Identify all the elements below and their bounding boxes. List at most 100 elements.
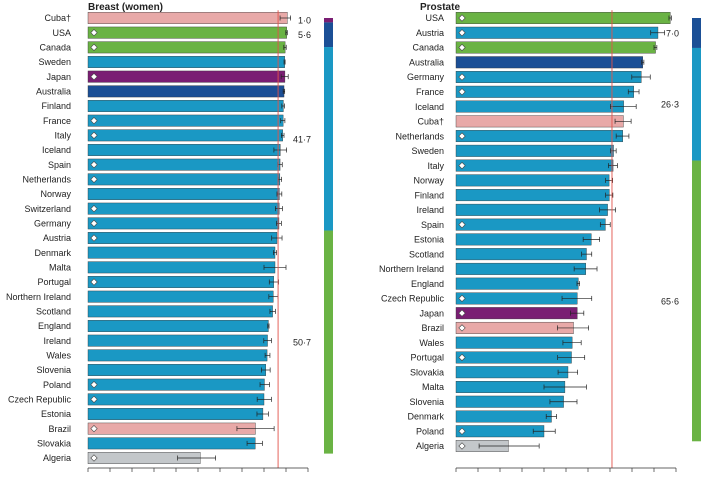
diamond-marker xyxy=(458,132,466,140)
category-label: Austria xyxy=(43,233,71,243)
category-label: Portugal xyxy=(37,277,71,287)
legend-segment xyxy=(324,18,333,23)
diamond-marker xyxy=(458,88,466,96)
bar-row: Malta xyxy=(49,261,287,274)
bar xyxy=(87,41,286,54)
category-label: Slovenia xyxy=(409,397,444,407)
category-label: Germany xyxy=(407,72,445,82)
bar xyxy=(455,41,656,54)
category-label: England xyxy=(411,279,444,289)
bar xyxy=(455,233,592,246)
category-label: Scotland xyxy=(409,249,444,259)
diamond-marker xyxy=(90,219,98,227)
category-label: Denmark xyxy=(34,248,71,258)
category-label: Northern Ireland xyxy=(379,264,444,274)
diamond-marker xyxy=(90,395,98,403)
bar xyxy=(87,349,268,362)
category-label: France xyxy=(416,87,444,97)
bar-row: England xyxy=(411,277,580,290)
category-label: Algeria xyxy=(43,453,71,463)
category-label: Australia xyxy=(36,87,71,97)
bar-row: Scotland xyxy=(409,248,593,261)
bar xyxy=(87,408,264,420)
bar-row: Brazil xyxy=(421,321,590,334)
bar-row: Finland xyxy=(41,100,285,112)
category-label: Ireland xyxy=(43,336,71,346)
category-label: Algeria xyxy=(416,441,444,451)
bar xyxy=(87,378,265,391)
bar xyxy=(87,246,276,259)
legend-segment-label: 7·0 xyxy=(666,28,679,38)
bar-row: Netherlands xyxy=(22,173,282,186)
category-label: Brazil xyxy=(421,323,444,333)
category-label: Cuba† xyxy=(44,13,71,23)
diamond-marker xyxy=(90,73,98,81)
bar-row: Denmark xyxy=(407,410,557,423)
bar xyxy=(455,218,606,231)
bar-row: Finland xyxy=(414,189,614,202)
category-label: Japan xyxy=(419,308,444,318)
bar-row: Austria xyxy=(43,232,283,244)
bar xyxy=(455,26,659,39)
bar xyxy=(87,129,283,142)
bar xyxy=(455,56,643,69)
bar-row: Canada xyxy=(412,41,658,54)
legend-segment xyxy=(324,22,333,48)
diamond-marker xyxy=(458,161,466,170)
bar-row: Cuba† xyxy=(417,115,632,128)
category-label: Estonia xyxy=(414,235,444,245)
bar-row: France xyxy=(416,85,640,98)
bar xyxy=(455,410,552,423)
bar xyxy=(455,277,579,290)
bar-row: France xyxy=(43,114,286,127)
diamond-marker xyxy=(90,381,98,389)
diamond-marker xyxy=(90,29,98,37)
diamond-marker xyxy=(90,43,98,51)
bar xyxy=(87,100,284,112)
bar xyxy=(455,262,587,275)
category-label: Scotland xyxy=(36,307,71,317)
category-label: Slovenia xyxy=(36,365,71,375)
bar-row: Northern Ireland xyxy=(379,262,598,275)
bar xyxy=(455,12,671,24)
bar xyxy=(455,100,624,113)
bar-row: Wales xyxy=(46,349,271,362)
bar-row: Italy xyxy=(54,129,285,142)
bar-row: Sweden xyxy=(411,144,617,157)
bar-row: Germany xyxy=(407,71,651,83)
bar xyxy=(455,71,642,83)
bar xyxy=(87,12,288,24)
bar-row: Ireland xyxy=(43,334,272,347)
bar-row: Iceland xyxy=(42,144,288,156)
bar-row: Poland xyxy=(43,378,270,391)
bar-row: Brazil xyxy=(48,422,275,435)
bar xyxy=(87,188,280,200)
category-label: Sweden xyxy=(38,57,71,67)
category-label: USA xyxy=(425,13,444,23)
category-label: USA xyxy=(52,28,71,38)
diamond-marker xyxy=(90,425,98,433)
diamond-marker xyxy=(458,427,466,435)
bar xyxy=(455,321,574,334)
bar xyxy=(455,115,624,128)
diamond-marker xyxy=(458,73,466,81)
bar xyxy=(455,336,573,349)
category-label: Czech Republic xyxy=(8,395,72,405)
diamond-marker xyxy=(458,353,466,362)
diamond-marker xyxy=(90,234,98,242)
category-label: Poland xyxy=(43,380,71,390)
bar xyxy=(455,189,610,202)
bar xyxy=(455,130,623,143)
bar-row: Estonia xyxy=(414,233,601,246)
bar xyxy=(455,351,572,364)
breast-title: Breast (women) xyxy=(88,2,163,13)
bar-row: Slovenia xyxy=(36,364,271,376)
diamond-marker xyxy=(90,175,98,183)
bar xyxy=(87,422,256,435)
category-label: Japan xyxy=(46,72,71,82)
bar xyxy=(87,305,273,318)
category-label: Slovakia xyxy=(410,367,444,377)
bar-row: Denmark xyxy=(34,246,277,259)
